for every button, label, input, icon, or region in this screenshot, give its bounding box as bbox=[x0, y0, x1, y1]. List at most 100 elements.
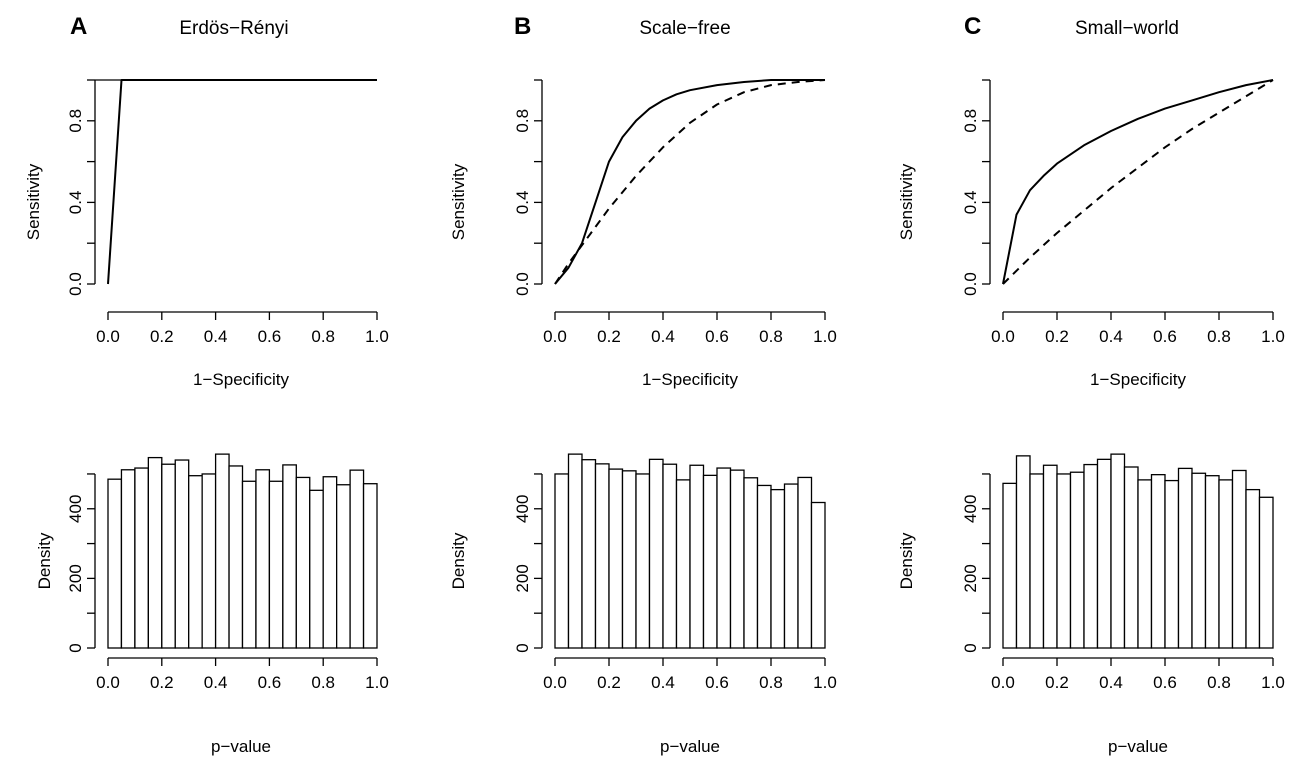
hist-bar bbox=[729, 469, 745, 649]
hist-bar bbox=[188, 475, 203, 649]
hist-bar bbox=[1150, 474, 1166, 649]
hist-xlabel-c: p−value bbox=[1108, 737, 1168, 756]
y-tick-label: 200 bbox=[66, 564, 85, 592]
y-tick-label: 200 bbox=[961, 564, 980, 592]
x-tick-label: 0.8 bbox=[759, 327, 783, 346]
hist-bar bbox=[255, 469, 271, 649]
hist-bar bbox=[594, 463, 610, 649]
hist-bar bbox=[161, 463, 176, 649]
hist-plot-b: 0.0 0.2 0.4 0.6 0.8 1.0 0 200 400 bbox=[513, 453, 837, 692]
roc-ylabel-b: Sensitivity bbox=[449, 163, 468, 240]
hist-plot-c: 0.0 0.2 0.4 0.6 0.8 1.0 0 200 400 bbox=[961, 453, 1285, 692]
hist-bar bbox=[268, 480, 284, 649]
hist-bar bbox=[214, 453, 230, 649]
x-tick-label: 0.4 bbox=[204, 673, 228, 692]
hist-plot-a: 0.0 0.2 0.4 0.6 0.8 1.0 0 200 400 bbox=[66, 453, 389, 692]
hist-xlabel-b: p−value bbox=[660, 737, 720, 756]
hist-bar bbox=[1123, 466, 1139, 649]
hist-bar bbox=[648, 458, 664, 649]
hist-bar bbox=[635, 473, 651, 649]
roc-curve-solid bbox=[1002, 79, 1274, 285]
y-tick-label: 0 bbox=[66, 643, 85, 652]
x-tick-label: 1.0 bbox=[813, 673, 837, 692]
hist-ylabel-c: Density bbox=[897, 532, 916, 589]
y-tick-label: 0 bbox=[961, 643, 980, 652]
x-tick-label: 0.6 bbox=[1153, 673, 1177, 692]
hist-bar bbox=[201, 473, 217, 649]
roc-ylabel-a: Sensitivity bbox=[24, 163, 43, 240]
roc-xlabel-a: 1−Specificity bbox=[193, 370, 289, 389]
hist-bar bbox=[1029, 473, 1045, 649]
y-tick-label: 200 bbox=[513, 564, 532, 592]
hist-bar bbox=[567, 453, 583, 649]
x-tick-label: 0.0 bbox=[96, 327, 120, 346]
y-tick-label: 0.0 bbox=[66, 272, 85, 296]
x-tick-label: 1.0 bbox=[813, 327, 837, 346]
hist-bar bbox=[174, 459, 190, 649]
hist-bar bbox=[1191, 472, 1207, 649]
x-tick-label: 0.0 bbox=[96, 673, 120, 692]
x-tick-label: 0.8 bbox=[759, 673, 783, 692]
x-tick-label: 0.0 bbox=[543, 327, 567, 346]
hist-bar bbox=[120, 469, 136, 649]
x-tick-label: 0.6 bbox=[705, 327, 729, 346]
y-tick-label: 400 bbox=[66, 495, 85, 523]
y-tick-label: 0.4 bbox=[513, 191, 532, 215]
hist-bar bbox=[147, 456, 163, 649]
hist-bar bbox=[1110, 453, 1126, 649]
hist-bar bbox=[322, 476, 338, 649]
panel-title-c: Small−world bbox=[1075, 18, 1179, 39]
hist-bar bbox=[756, 484, 772, 649]
hist-bar bbox=[241, 480, 257, 649]
x-tick-label: 0.2 bbox=[150, 673, 174, 692]
hist-bar bbox=[770, 488, 786, 649]
y-tick-label: 0.8 bbox=[66, 109, 85, 133]
x-tick-label: 0.8 bbox=[311, 327, 335, 346]
x-tick-label: 0.6 bbox=[705, 673, 729, 692]
hist-bar bbox=[783, 483, 799, 649]
x-tick-label: 0.4 bbox=[1099, 673, 1123, 692]
hist-bar bbox=[797, 476, 813, 649]
y-tick-label: 0.4 bbox=[961, 191, 980, 215]
hist-bar bbox=[1015, 455, 1031, 649]
x-tick-label: 1.0 bbox=[1261, 327, 1285, 346]
hist-bar bbox=[743, 477, 759, 649]
roc-curve-dashed bbox=[554, 79, 826, 285]
panel-letter-b: B bbox=[514, 13, 531, 40]
x-tick-label: 0.2 bbox=[1045, 673, 1069, 692]
hist-bar bbox=[675, 479, 691, 649]
panel-title-b: Scale−free bbox=[639, 18, 730, 39]
y-tick-label: 400 bbox=[513, 495, 532, 523]
hist-bar bbox=[1258, 496, 1274, 649]
hist-bar bbox=[1245, 488, 1261, 649]
hist-bar bbox=[1056, 473, 1072, 649]
x-tick-label: 0.4 bbox=[1099, 327, 1123, 346]
x-tick-label: 0.0 bbox=[991, 327, 1015, 346]
panel-title-a: Erdös−Rényi bbox=[179, 18, 288, 39]
hist-bar bbox=[1042, 464, 1058, 649]
hist-bar bbox=[621, 470, 637, 649]
x-tick-label: 0.2 bbox=[1045, 327, 1069, 346]
panel-letter-c: C bbox=[964, 13, 981, 40]
x-tick-label: 0.2 bbox=[597, 673, 621, 692]
y-tick-label: 400 bbox=[961, 495, 980, 523]
hist-bar bbox=[1231, 469, 1247, 649]
hist-bar bbox=[1002, 482, 1018, 649]
x-tick-label: 0.2 bbox=[597, 327, 621, 346]
x-tick-label: 0.6 bbox=[258, 673, 282, 692]
hist-ylabel-b: Density bbox=[449, 532, 468, 589]
hist-bar bbox=[362, 483, 378, 649]
hist-xlabel-a: p−value bbox=[211, 737, 271, 756]
x-tick-label: 0.8 bbox=[1207, 327, 1231, 346]
x-tick-label: 0.6 bbox=[1153, 327, 1177, 346]
roc-plot-c: 0.0 0.2 0.4 0.6 0.8 1.0 0.0 0.4 0.8 bbox=[961, 79, 1285, 346]
x-tick-label: 0.4 bbox=[651, 673, 675, 692]
hist-bar bbox=[228, 465, 244, 649]
x-tick-label: 0.0 bbox=[991, 673, 1015, 692]
hist-bar bbox=[662, 463, 678, 649]
y-tick-label: 0 bbox=[513, 643, 532, 652]
hist-bar bbox=[295, 476, 311, 649]
hist-bar bbox=[1083, 463, 1099, 649]
hist-bar bbox=[1218, 479, 1234, 649]
